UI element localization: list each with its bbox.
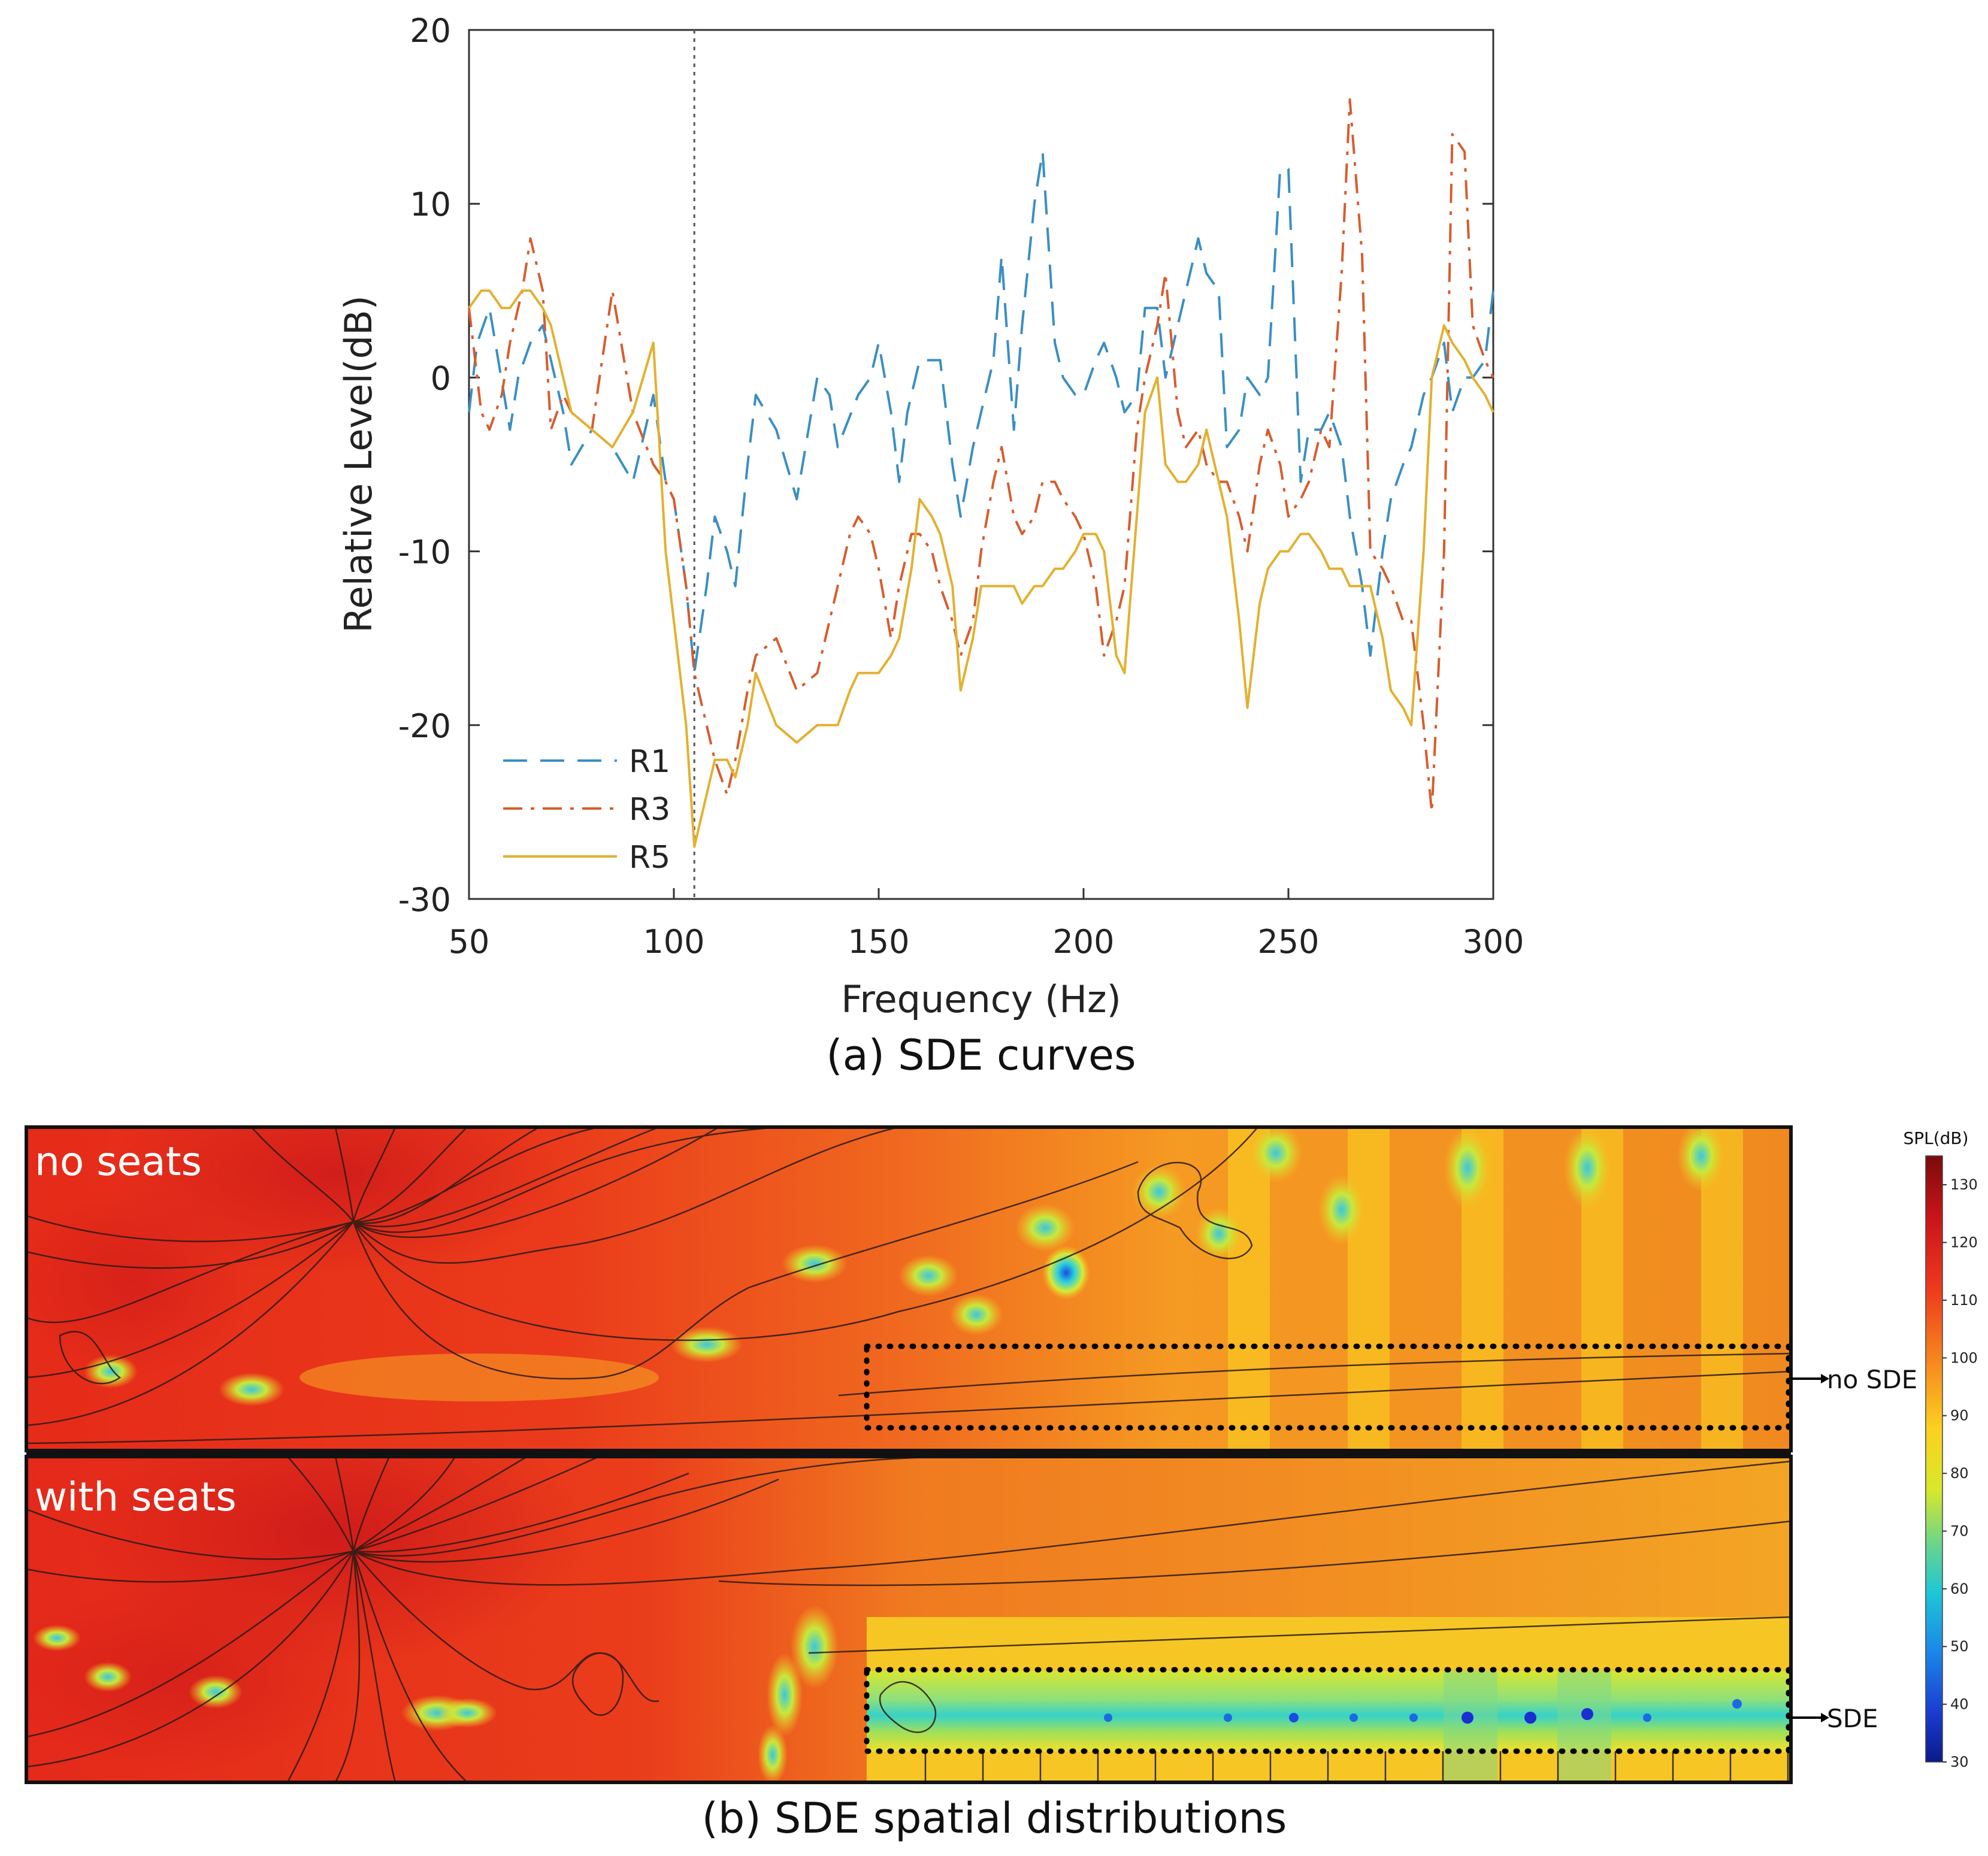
series-line-r3 <box>468 98 1494 813</box>
panel-b-caption: (b) SDE spatial distributions <box>702 1794 1287 1843</box>
marker-sde: SDE <box>1791 1704 1878 1733</box>
y-tick-label: 10 <box>410 186 451 223</box>
legend-label-r1: R1 <box>629 744 670 780</box>
y-tick-label: 0 <box>431 359 451 397</box>
marker-sde-label: SDE <box>1827 1704 1878 1733</box>
colorbar-title: SPL(dB) <box>1903 1128 1968 1148</box>
y-tick-label: 20 <box>410 12 451 50</box>
series-line-r1 <box>468 150 1494 674</box>
label-with-seats: with seats <box>35 1474 237 1520</box>
marker-no-sde: no SDE <box>1791 1365 1917 1394</box>
y-axis-label: Relative Level(dB) <box>337 295 380 633</box>
field-no-seats-frame <box>25 1125 1793 1452</box>
colorbar-tick-label: 120 <box>1950 1234 1978 1251</box>
x-tick-label: 50 <box>449 923 490 961</box>
colorbar-tick-label: 110 <box>1950 1292 1978 1309</box>
sde-curves-chart: 50 100 150 200 250 300 -30 -20 -10 0 10 20 R1 R3 R5 F… <box>337 12 1524 1080</box>
label-no-seats: no seats <box>35 1139 202 1185</box>
sde-spatial-panel: no seats <box>25 1125 1978 1843</box>
field-with-seats <box>26 1457 1791 1782</box>
legend: R1 R3 R5 <box>503 744 670 876</box>
panel-a-caption: (a) SDE curves <box>826 1031 1136 1080</box>
colorbar-tick-label: 40 <box>1950 1696 1969 1713</box>
colorbar-tick-label: 60 <box>1950 1581 1969 1597</box>
marker-no-sde-label: no SDE <box>1827 1365 1917 1394</box>
field-no-seats <box>26 1127 1791 1451</box>
colorbar-tick-label: 100 <box>1950 1349 1978 1366</box>
colorbar: SPL(dB) 130 120 110 100 90 80 70 60 50 40 30 <box>1903 1128 1977 1770</box>
field-with-seats-frame <box>25 1455 1793 1784</box>
colorbar-tick-label: 70 <box>1950 1522 1969 1539</box>
colorbar-tick-label: 50 <box>1950 1638 1969 1655</box>
colorbar-tick-label: 80 <box>1950 1465 1969 1482</box>
plot-frame <box>468 29 1494 900</box>
legend-label-r5: R5 <box>629 840 670 876</box>
colorbar-tick-label: 30 <box>1950 1754 1969 1770</box>
x-tick-label: 150 <box>848 923 909 961</box>
colorbar-tick-label: 130 <box>1950 1176 1978 1193</box>
x-axis-label: Frequency (Hz) <box>841 977 1121 1021</box>
x-tick-label: 200 <box>1052 923 1114 961</box>
series-line-r5 <box>468 289 1494 848</box>
colorbar-gradient <box>1925 1155 1943 1763</box>
x-tick-label: 300 <box>1462 923 1524 961</box>
x-tick-label: 100 <box>643 923 704 961</box>
x-tick-label: 250 <box>1257 923 1319 961</box>
y-tick-label: -10 <box>398 534 451 571</box>
y-tick-label: -20 <box>398 707 451 745</box>
legend-label-r3: R3 <box>629 792 670 828</box>
y-tick-label: -30 <box>398 881 451 919</box>
colorbar-tick-label: 90 <box>1950 1407 1969 1424</box>
